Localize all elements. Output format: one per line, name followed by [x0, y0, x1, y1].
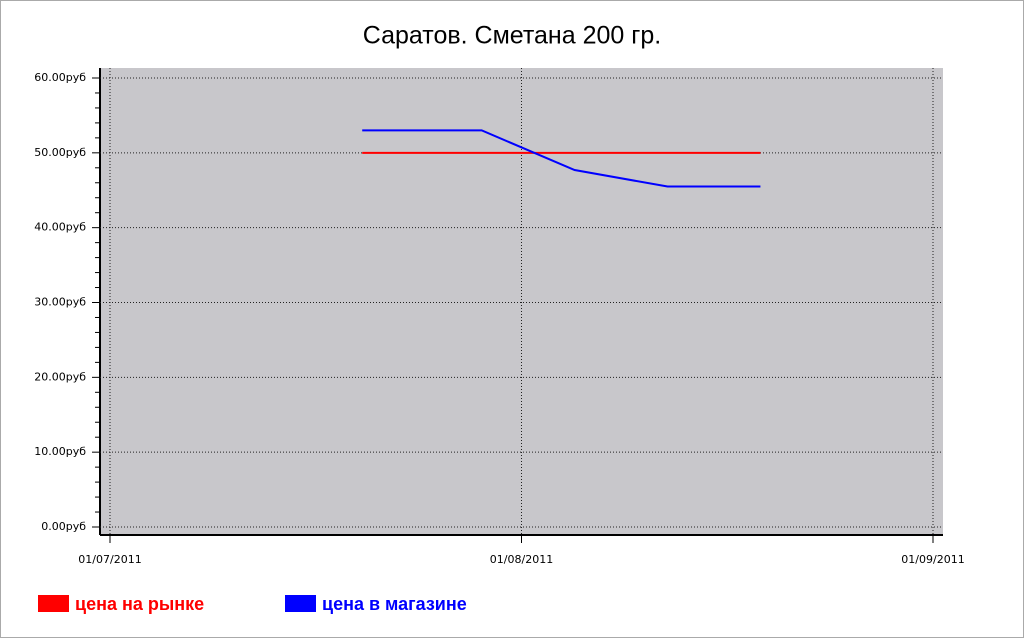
y-tick-label: 0.00руб	[41, 520, 86, 533]
y-tick-label: 60.00руб	[34, 71, 86, 84]
y-tick-label: 30.00руб	[34, 296, 86, 309]
y-tick-label: 10.00руб	[34, 445, 86, 458]
x-tick-label: 01/08/2011	[490, 553, 553, 566]
y-tick-label: 40.00руб	[34, 221, 86, 234]
legend-swatch	[38, 595, 69, 612]
x-tick-label: 01/07/2011	[78, 553, 141, 566]
y-tick-label: 50.00руб	[34, 146, 86, 159]
series-line	[362, 129, 761, 188]
y-tick-label: 20.00руб	[34, 370, 86, 383]
chart-title: Саратов. Сметана 200 гр.	[363, 22, 661, 50]
legend-label: цена на рынке	[75, 594, 204, 614]
legend-label: цена в магазине	[322, 594, 467, 614]
legend-swatch	[285, 595, 316, 612]
x-tick-label: 01/09/2011	[901, 553, 964, 566]
plot-area	[100, 68, 943, 535]
